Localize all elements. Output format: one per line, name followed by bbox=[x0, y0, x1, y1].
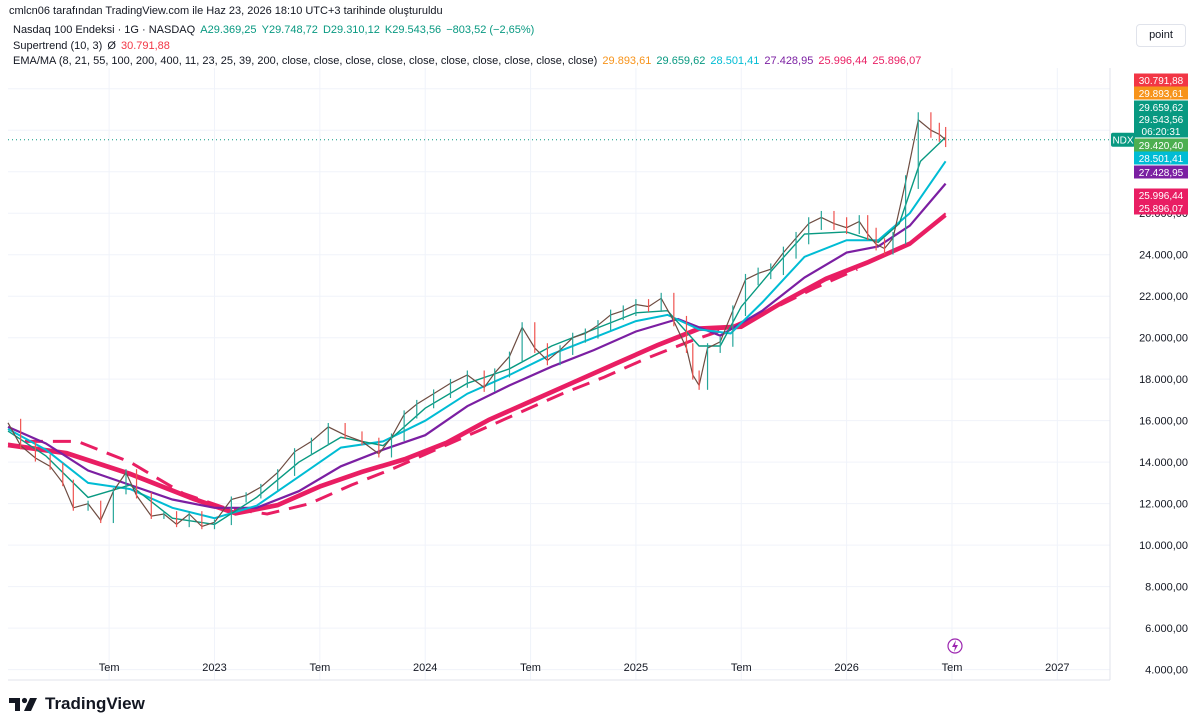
x-tick-label: Tem bbox=[731, 662, 752, 674]
supertrend-label: Supertrend (10, 3) bbox=[13, 40, 103, 52]
y-tick-label: 6.000,00 bbox=[1145, 623, 1188, 635]
price-label: 25.996,44 bbox=[1134, 188, 1188, 202]
close-value: K29.543,56 bbox=[384, 24, 442, 36]
x-tick-label: Tem bbox=[99, 662, 120, 674]
ema55-line bbox=[7, 160, 947, 520]
ema400-line bbox=[7, 214, 947, 516]
ema21-line bbox=[7, 136, 947, 526]
x-tick-label: 2025 bbox=[624, 662, 648, 674]
x-tick-label: 2024 bbox=[413, 662, 437, 674]
x-tick-label: Tem bbox=[520, 662, 541, 674]
ema-label: EMA/MA (8, 21, 55, 100, 200, 400, 11, 23… bbox=[13, 55, 598, 67]
ema-value-1: 29.893,61 bbox=[602, 55, 652, 67]
y-tick-label: 8.000,00 bbox=[1145, 582, 1188, 594]
x-tick-label: 2026 bbox=[834, 662, 858, 674]
y-tick-label: 22.000,00 bbox=[1139, 291, 1188, 303]
ema100-line bbox=[7, 182, 947, 509]
symbol-legend[interactable]: Nasdaq 100 Endeksi · 1G · NASDAQ A29.369… bbox=[13, 24, 534, 36]
supertrend-legend[interactable]: Supertrend (10, 3) Ø 30.791,88 bbox=[13, 40, 170, 52]
tradingview-logo-icon bbox=[9, 697, 37, 711]
y-tick-label: 10.000,00 bbox=[1139, 540, 1188, 552]
price-label-text: 27.428,95 bbox=[1139, 168, 1184, 179]
price-label: 06:20:31 bbox=[1134, 124, 1188, 138]
x-tick-label: Tem bbox=[309, 662, 330, 674]
grid-lines bbox=[8, 68, 1111, 681]
change-value: −803,52 (−2,65%) bbox=[446, 24, 535, 36]
time-axis[interactable]: Tem 2023 Tem 2024 Tem 2025 Tem 2026 Tem 2027 bbox=[99, 662, 1070, 674]
price-label: 28.501,41 bbox=[1134, 151, 1188, 165]
price-label-text: 28.501,41 bbox=[1139, 154, 1184, 165]
open-value: A29.369,25 bbox=[200, 24, 257, 36]
price-label: 29.543,56 bbox=[1134, 112, 1188, 126]
x-tick-label: Tem bbox=[942, 662, 963, 674]
tradingview-logo[interactable]: TradingView bbox=[9, 693, 145, 715]
y-tick-label: 14.000,00 bbox=[1139, 457, 1188, 469]
snapshot-caption: cmlcn06 tarafından TradingView.com ile H… bbox=[9, 5, 443, 17]
ema-value-2: 29.659,62 bbox=[656, 55, 706, 67]
supertrend-hidden-icon: Ø bbox=[107, 40, 116, 52]
price-label: 29.659,62 bbox=[1134, 100, 1188, 114]
ema-value-3: 28.501,41 bbox=[710, 55, 760, 67]
ema-value-5: 25.996,44 bbox=[818, 55, 868, 67]
price-line bbox=[7, 118, 946, 528]
price-label-text: 30.791,88 bbox=[1139, 76, 1184, 87]
ema-value-4: 27.428,95 bbox=[764, 55, 814, 67]
price-label-text: 29.543,56 bbox=[1139, 115, 1184, 126]
price-label-text: 25.996,44 bbox=[1139, 191, 1184, 202]
price-label: 27.428,95 bbox=[1134, 165, 1188, 179]
y-tick-label: 16.000,00 bbox=[1139, 416, 1188, 428]
price-label-text: 29.893,61 bbox=[1139, 89, 1184, 100]
series-layer bbox=[7, 112, 1110, 530]
y-tick-label: 4.000,00 bbox=[1145, 665, 1188, 677]
high-value: Y29.748,72 bbox=[261, 24, 318, 36]
price-label: 29.893,61 bbox=[1134, 86, 1188, 100]
price-labels: NDX 30.791,88 29.893,61 29.659,6229.543,560… bbox=[1111, 73, 1188, 215]
price-label-text: 06:20:31 bbox=[1142, 127, 1181, 138]
y-tick-label: 12.000,00 bbox=[1139, 499, 1188, 511]
supertrend-value: 30.791,88 bbox=[120, 40, 170, 52]
symbol-name: Nasdaq 100 Endeksi · 1G · NASDAQ bbox=[13, 24, 196, 36]
y-tick-label: 20.000,00 bbox=[1139, 333, 1188, 345]
ema-value-6: 25.896,07 bbox=[872, 55, 922, 67]
symbol-tag-text: NDX bbox=[1112, 136, 1133, 147]
brand-name: TradingView bbox=[45, 694, 145, 713]
price-label: 25.896,07 bbox=[1134, 201, 1188, 215]
alert-icon[interactable] bbox=[947, 638, 963, 654]
price-label: 29.420,40 bbox=[1134, 138, 1188, 152]
x-tick-label: 2027 bbox=[1045, 662, 1069, 674]
symbol-tag: NDX bbox=[1111, 132, 1135, 147]
price-label-text: 29.659,62 bbox=[1139, 103, 1184, 114]
ema200-line bbox=[7, 212, 947, 514]
y-tick-label: 24.000,00 bbox=[1139, 250, 1188, 262]
price-label-text: 29.420,40 bbox=[1139, 141, 1184, 152]
point-mode-button[interactable]: point bbox=[1136, 24, 1186, 47]
price-label-text: 25.896,07 bbox=[1139, 204, 1184, 215]
y-tick-label: 18.000,00 bbox=[1139, 374, 1188, 386]
ema-legend[interactable]: EMA/MA (8, 21, 55, 100, 200, 400, 11, 23… bbox=[13, 55, 921, 67]
price-label: 30.791,88 bbox=[1134, 73, 1188, 87]
low-value: D29.310,12 bbox=[322, 24, 380, 36]
x-tick-label: 2023 bbox=[202, 662, 226, 674]
